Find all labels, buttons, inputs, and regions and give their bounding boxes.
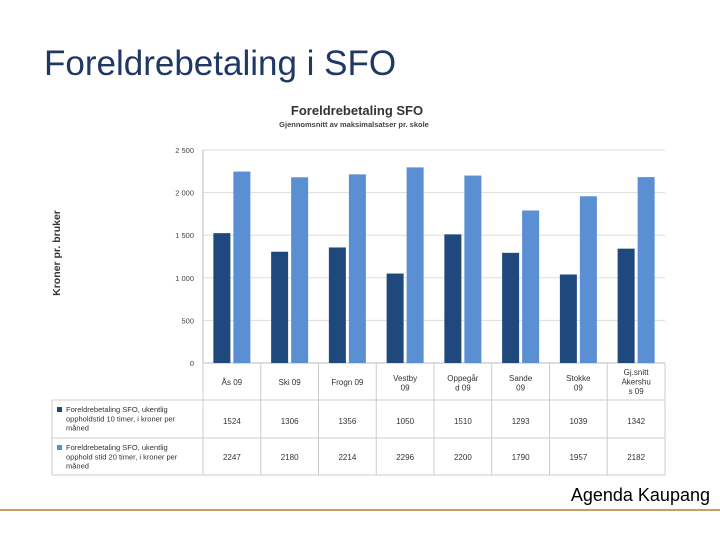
- bar-series2: [233, 171, 251, 363]
- bar-series1: [559, 274, 577, 363]
- data-label: 2247: [223, 453, 241, 462]
- x-tick-label: s 09: [629, 387, 645, 396]
- bar-chart: Foreldrebetaling SFO Gjennomsnitt av maks…: [51, 103, 666, 476]
- data-label: 1293: [512, 417, 530, 426]
- bar-series2: [579, 196, 597, 363]
- bar-series1: [444, 234, 462, 363]
- x-tick-label: Stokke: [566, 374, 591, 383]
- x-tick-label: Frogn 09: [331, 378, 364, 387]
- bar-series1: [502, 252, 520, 363]
- chart-subtitle: Gjennomsnitt av maksimalsatser pr. skole: [279, 120, 429, 129]
- data-label: 2200: [454, 453, 472, 462]
- bar-series2: [522, 210, 540, 363]
- x-tick-label: 09: [401, 384, 410, 393]
- bar-series1: [617, 248, 635, 363]
- data-label: 2296: [396, 453, 414, 462]
- y-tick-label: 2 000: [175, 189, 194, 198]
- bar-series1: [271, 251, 289, 363]
- data-label: 2214: [338, 453, 356, 462]
- legend-swatch-series1: [57, 407, 62, 412]
- x-tick-label: Oppegår: [447, 374, 478, 383]
- x-tick-label: Gj.snitt: [624, 368, 650, 377]
- y-tick-label: 1 000: [175, 274, 194, 283]
- x-tick-label: d 09: [455, 384, 471, 393]
- chart-title: Foreldrebetaling SFO: [291, 103, 423, 118]
- bar-series1: [328, 247, 346, 363]
- data-label: 1356: [338, 417, 356, 426]
- footer-divider: [0, 509, 720, 511]
- x-tick-label: 09: [516, 384, 525, 393]
- data-label: 1957: [569, 453, 587, 462]
- legend-label: måned: [66, 424, 89, 433]
- y-tick-label: 2 500: [175, 146, 194, 155]
- footer-text: Agenda Kaupang: [570, 485, 710, 505]
- x-tick-label: Ski 09: [279, 378, 302, 387]
- legend-label: opphold stid 20 timer, i kroner per: [66, 452, 178, 461]
- data-label: 1050: [396, 417, 414, 426]
- legend-label: måned: [66, 462, 89, 471]
- bar-series2: [291, 177, 309, 363]
- bar-series2: [637, 177, 655, 363]
- x-tick-label: Akershu: [621, 378, 650, 387]
- bar-series2: [464, 175, 482, 363]
- legend-label: Foreldrebetaling SFO, ukentlig: [66, 443, 168, 452]
- bar-series2: [348, 174, 366, 363]
- data-label: 1039: [569, 417, 587, 426]
- x-tick-label: Sande: [509, 374, 533, 383]
- legend-swatch-series2: [57, 445, 62, 450]
- data-label: 1306: [281, 417, 299, 426]
- legend-label: oppholdstid 10 timer, i kroner per: [66, 414, 176, 423]
- bar-series1: [386, 273, 404, 363]
- x-tick-label: Ås 09: [222, 378, 243, 387]
- data-label: 1790: [512, 453, 530, 462]
- y-tick-label: 1 500: [175, 231, 194, 240]
- data-label: 1510: [454, 417, 472, 426]
- y-axis-label: Kroner pr. bruker: [51, 210, 63, 296]
- data-label: 1342: [627, 417, 645, 426]
- y-tick-label: 0: [190, 359, 194, 368]
- data-label: 2180: [281, 453, 299, 462]
- legend-label: Foreldrebetaling SFO, ukentlig: [66, 405, 168, 414]
- y-tick-label: 500: [181, 316, 194, 325]
- x-tick-label: Vestby: [393, 374, 417, 383]
- bar-series1: [213, 233, 231, 363]
- bar-series2: [406, 167, 424, 363]
- data-label: 2182: [627, 453, 645, 462]
- x-tick-label: 09: [574, 384, 583, 393]
- data-label: 1524: [223, 417, 241, 426]
- slide-title: Foreldrebetaling i SFO: [44, 44, 397, 83]
